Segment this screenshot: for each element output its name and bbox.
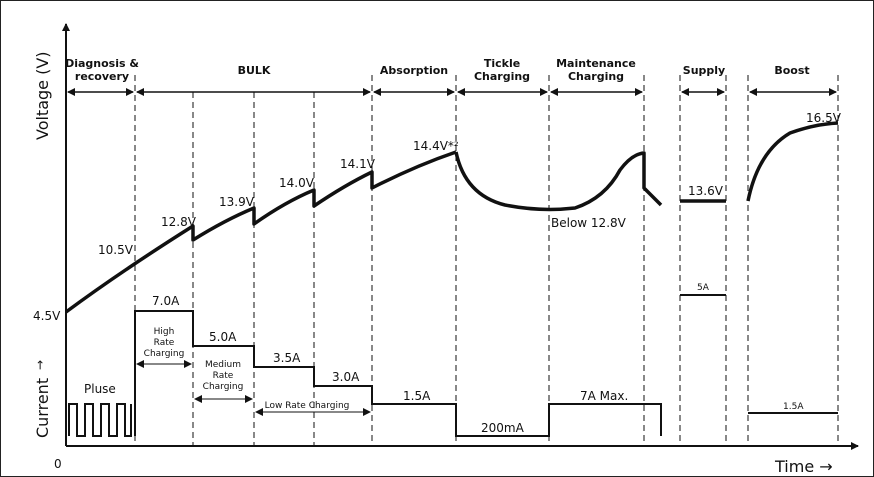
phase-label-recovery: recovery bbox=[75, 70, 129, 83]
rate-label-medium-1: Medium bbox=[205, 360, 241, 370]
phase-label-maintenance: Maintenance bbox=[556, 57, 636, 70]
current-axis-label: Current bbox=[33, 378, 52, 438]
current-label-1-5a: 1.5A bbox=[403, 389, 431, 403]
voltage-label-12-8v: 12.8V bbox=[161, 215, 197, 229]
pulse-label: Pluse bbox=[84, 382, 116, 396]
rate-label-medium-2: Rate bbox=[213, 371, 234, 381]
voltage-label-4-5v: 4.5V bbox=[33, 309, 61, 323]
phase-label-tickle: Tickle bbox=[484, 57, 520, 70]
voltage-curve-boost bbox=[746, 121, 839, 202]
current-label-supply-5a: 5A bbox=[697, 283, 710, 293]
voltage-label-14-0v: 14.0V bbox=[279, 176, 315, 190]
phase-label-bulk: BULK bbox=[238, 64, 271, 77]
voltage-curve-tickle-maintenance bbox=[454, 151, 663, 212]
phase-label-tickle-charging: Charging bbox=[474, 70, 530, 83]
current-label-3a: 3.0A bbox=[332, 370, 360, 384]
rate-label-medium-3: Charging bbox=[203, 382, 244, 392]
current-label-3-5a: 3.5A bbox=[273, 351, 301, 365]
voltage-label-16-5v: 16.5V bbox=[806, 111, 842, 125]
current-label-boost-1-5a: 1.5A bbox=[783, 402, 804, 412]
phase-label-diagnosis: Diagnosis & bbox=[65, 57, 139, 70]
phase-label-boost: Boost bbox=[774, 64, 809, 77]
phase-label-maintenance-charging: Charging bbox=[568, 70, 624, 83]
rate-label-high-1: High bbox=[154, 327, 175, 337]
current-label-7a-max: 7A Max. bbox=[580, 389, 628, 403]
rate-span-arrows bbox=[136, 360, 371, 416]
origin-label: 0 bbox=[54, 457, 62, 471]
rate-label-high-2: Rate bbox=[154, 338, 175, 348]
voltage-curve bbox=[64, 121, 839, 314]
voltage-label-13-9v: 13.9V bbox=[219, 195, 255, 209]
current-axis-arrow: → bbox=[33, 360, 47, 370]
phase-label-supply: Supply bbox=[683, 64, 725, 77]
voltage-label-14-1v: 14.1V bbox=[340, 157, 376, 171]
current-label-200ma: 200mA bbox=[481, 421, 525, 435]
current-label-5a: 5.0A bbox=[209, 330, 237, 344]
voltage-label-14-4v: 14.4V*² bbox=[413, 139, 459, 153]
phase-boundaries bbox=[134, 75, 839, 446]
voltage-curve-bulk bbox=[64, 150, 457, 314]
voltage-label-below-12-8v: Below 12.8V bbox=[551, 216, 627, 230]
rate-label-low: Low Rate Charging bbox=[265, 401, 350, 411]
rate-label-high-3: Charging bbox=[144, 349, 185, 359]
current-staircase bbox=[134, 310, 662, 437]
voltage-label-13-6v: 13.6V bbox=[688, 184, 724, 198]
phase-label-absorption: Absorption bbox=[380, 64, 448, 77]
pulse-wave bbox=[68, 403, 132, 437]
current-label-7a: 7.0A bbox=[152, 294, 180, 308]
current-curve bbox=[68, 294, 838, 437]
time-axis-label: Time → bbox=[774, 457, 833, 476]
voltage-label-10-5v: 10.5V bbox=[98, 243, 134, 257]
voltage-axis-label: Voltage (V) bbox=[33, 51, 52, 140]
